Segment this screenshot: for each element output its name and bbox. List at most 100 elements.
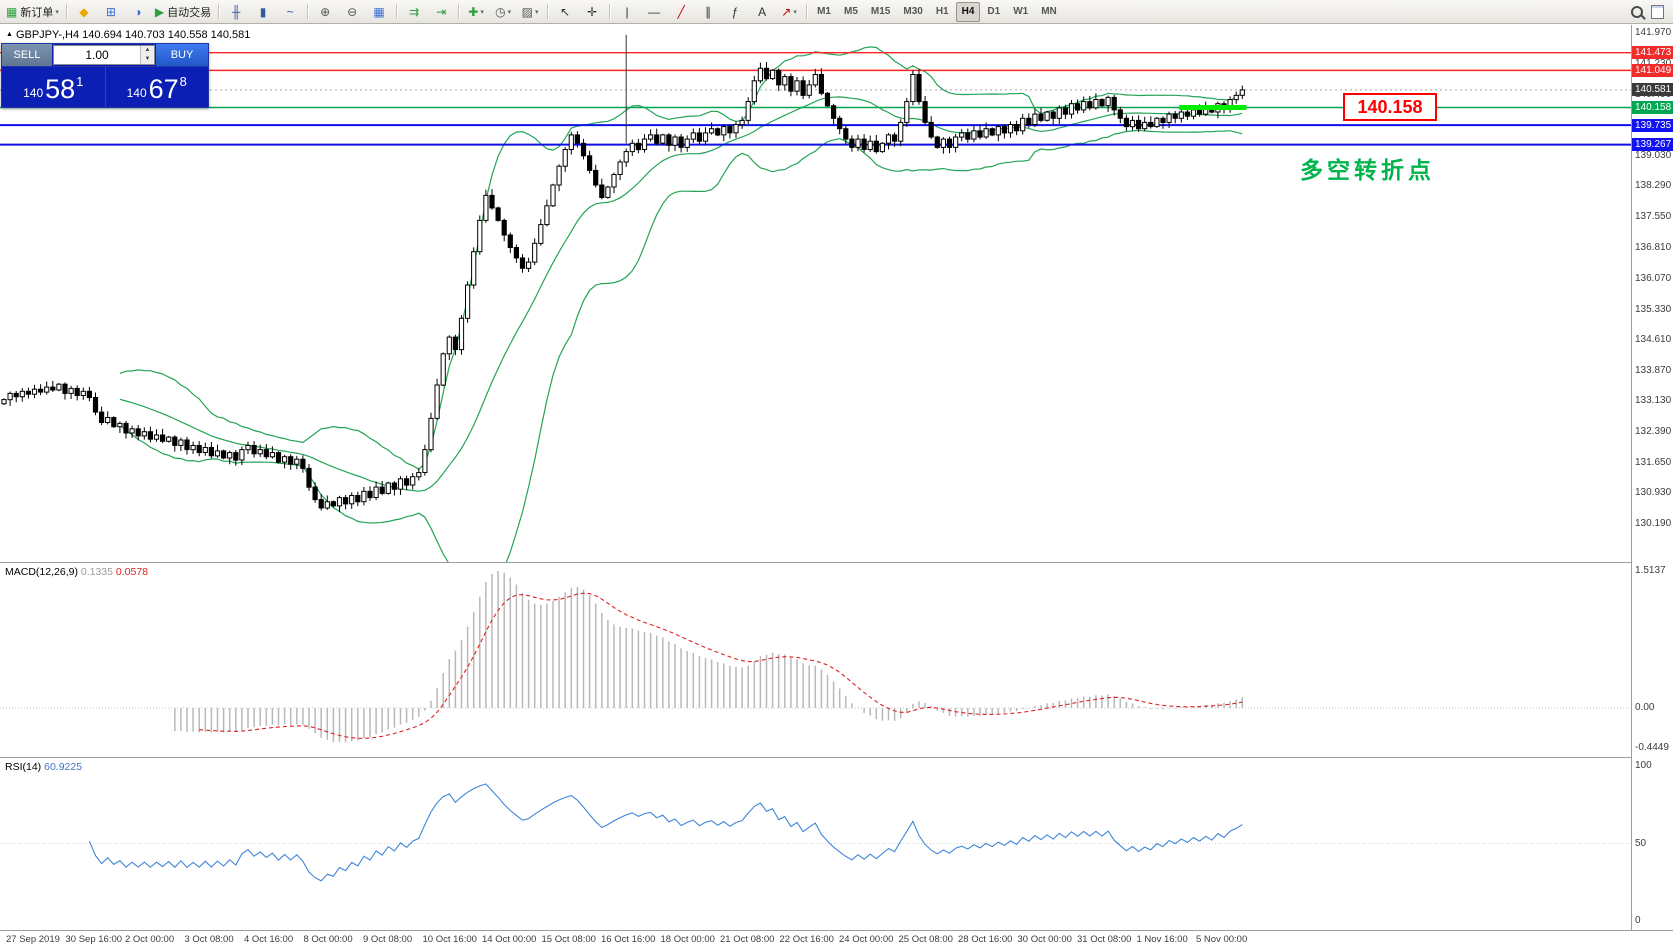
toolbar-separator xyxy=(806,4,808,19)
lot-spinner[interactable]: ▲ ▼ xyxy=(140,46,154,64)
window-icon[interactable] xyxy=(1651,4,1664,19)
timeframe-m5[interactable]: M5 xyxy=(844,6,858,17)
vertical-line-button[interactable]: | xyxy=(614,1,640,23)
dropdown-arrow-icon[interactable]: ▾ xyxy=(535,8,539,16)
timeframe-w1[interactable]: W1 xyxy=(1013,6,1029,17)
timeframe-h4[interactable]: H4 xyxy=(955,1,981,22)
price-scale[interactable]: 141.970141.230140.490139.750139.030138.2… xyxy=(1631,25,1673,930)
chart-header: ▲ GBPJPY-,H4 140.694 140.703 140.558 140.… xyxy=(6,29,250,41)
mql-editor-glyph: ◆ xyxy=(79,4,89,19)
text-button[interactable]: A xyxy=(749,1,775,23)
price-level-label[interactable]: 140.158 xyxy=(1343,93,1437,121)
buy-button[interactable]: BUY xyxy=(156,44,208,66)
crosshair-button[interactable]: ✛ xyxy=(579,1,605,23)
timeframe-m1[interactable]: M1 xyxy=(817,6,831,17)
templates-button[interactable]: ▨ ▾ xyxy=(517,1,543,23)
lot-size-field[interactable]: 1.00 ▲ ▼ xyxy=(53,45,155,65)
price-tag: 139.267 xyxy=(1632,138,1673,152)
indicators-glyph: ✚ xyxy=(468,4,479,19)
time-label: 4 Oct 16:00 xyxy=(244,934,294,945)
price-tick: 138.290 xyxy=(1635,180,1672,192)
dropdown-arrow-icon[interactable]: ▾ xyxy=(793,8,797,16)
time-label: 24 Oct 00:00 xyxy=(839,934,894,945)
candlestick-chart-icon[interactable]: ▮ xyxy=(250,1,276,23)
vertical-line-glyph: | xyxy=(625,4,629,19)
zoom-in-glyph: ⊕ xyxy=(320,4,331,19)
sell-price-big: 58 xyxy=(45,74,76,104)
templates-glyph: ▨ xyxy=(521,4,533,19)
trendline-button[interactable]: ╱ xyxy=(668,1,694,23)
zoom-out-icon[interactable]: ⊖ xyxy=(339,1,365,23)
price-tick: 133.870 xyxy=(1635,364,1672,376)
main-chart-pane[interactable]: ▲ GBPJPY-,H4 140.694 140.703 140.558 140.… xyxy=(0,25,1631,562)
profiles-icon[interactable]: ◑ xyxy=(125,1,151,23)
new-chart-icon[interactable]: ⊞ xyxy=(98,1,124,23)
chart-shift-glyph: ⇥ xyxy=(436,4,447,19)
search-icon[interactable] xyxy=(1631,5,1643,18)
price-chart-canvas[interactable] xyxy=(0,25,1631,562)
dropdown-arrow-icon[interactable]: ▾ xyxy=(507,8,512,16)
lot-value-input[interactable]: 1.00 xyxy=(85,48,109,62)
time-label: 5 Nov 00:00 xyxy=(1196,934,1248,945)
indicators-button[interactable]: ✚ ▾ xyxy=(463,1,489,23)
fibonacci-button[interactable]: ƒ xyxy=(722,1,748,23)
price-tick: 136.070 xyxy=(1635,272,1672,284)
time-axis[interactable]: 27 Sep 2019 30 Sep 16:00 2 Oct 00:00 3 Oct … xyxy=(0,930,1673,948)
fibonacci-glyph: ƒ xyxy=(731,4,739,19)
autoscroll-icon[interactable]: ⇉ xyxy=(401,1,427,23)
time-label: 30 Sep 16:00 xyxy=(65,934,123,945)
price-tick: 130.190 xyxy=(1635,517,1672,529)
periods-button[interactable]: ◷ ▾ xyxy=(490,1,516,23)
dropdown-arrow-icon[interactable]: ▾ xyxy=(480,8,484,16)
mql-editor-icon[interactable]: ◆ xyxy=(71,1,97,23)
cursor-button[interactable]: ↖ xyxy=(552,1,578,23)
new-order-button[interactable]: ▦ 新订单 ▾ xyxy=(3,1,62,23)
turning-point-note[interactable]: 多空转折点 xyxy=(1300,157,1435,183)
bar-chart-icon[interactable]: ╫ xyxy=(223,1,249,23)
lot-down-icon[interactable]: ▼ xyxy=(141,55,154,64)
tile-windows-icon[interactable]: ▦ xyxy=(366,1,392,23)
horizontal-line-button[interactable]: — xyxy=(641,1,667,23)
toolbar-separator xyxy=(609,4,611,19)
dropdown-arrow-icon[interactable]: ▾ xyxy=(55,8,59,16)
buy-price-sup: 8 xyxy=(179,74,187,89)
macd-value-main: 0.1335 xyxy=(80,566,113,578)
price-tick: 139.030 xyxy=(1635,149,1672,161)
time-label: 30 Oct 00:00 xyxy=(1017,934,1072,945)
rsi-tick: 0 xyxy=(1635,915,1641,926)
rsi-canvas[interactable] xyxy=(0,758,1631,931)
line-chart-icon[interactable]: ~ xyxy=(277,1,303,23)
chart-shift-icon[interactable]: ⇥ xyxy=(428,1,454,23)
time-label: 22 Oct 16:00 xyxy=(779,934,834,945)
macd-pane[interactable]: MACD(12,26,9) 0.1335 0.0578 xyxy=(0,562,1631,758)
sell-price[interactable]: 140 58 1 xyxy=(2,67,106,107)
arrows-button[interactable]: ↗ ▾ xyxy=(776,1,802,23)
buy-price[interactable]: 140 67 8 xyxy=(106,67,209,107)
autotrading-button[interactable]: ▶ 自动交易 xyxy=(152,1,214,23)
timeframe-d1[interactable]: D1 xyxy=(987,6,1001,17)
timeframe-m15[interactable]: M15 xyxy=(870,6,891,17)
periods-glyph: ◷ xyxy=(495,4,506,19)
buy-price-prefix: 140 xyxy=(126,86,147,100)
price-tick: 133.130 xyxy=(1635,395,1672,407)
price-tick: 134.610 xyxy=(1635,333,1672,345)
timeframe-h1[interactable]: H1 xyxy=(935,6,949,17)
sell-button[interactable]: SELL xyxy=(2,44,52,66)
time-label: 14 Oct 00:00 xyxy=(482,934,537,945)
macd-tick: 0.00 xyxy=(1635,702,1655,713)
macd-canvas[interactable] xyxy=(0,563,1631,758)
horizontal-line-glyph: — xyxy=(648,4,661,19)
macd-label: MACD(12,26,9) xyxy=(5,566,78,578)
price-tag: 141.049 xyxy=(1632,63,1673,77)
channel-button[interactable]: ∥ xyxy=(695,1,721,23)
timeframe-m30[interactable]: M30 xyxy=(903,6,923,17)
trendline-glyph: ╱ xyxy=(677,4,685,19)
sell-price-prefix: 140 xyxy=(23,86,44,100)
rsi-value: 60.9225 xyxy=(44,761,83,773)
zoom-in-icon[interactable]: ⊕ xyxy=(312,1,338,23)
cursor-glyph: ↖ xyxy=(560,4,571,19)
rsi-pane[interactable]: RSI(14) 60.9225 xyxy=(0,757,1631,931)
lot-up-icon[interactable]: ▲ xyxy=(141,46,154,55)
toolbar-separator xyxy=(307,4,309,19)
timeframe-mn[interactable]: MN xyxy=(1041,6,1057,17)
